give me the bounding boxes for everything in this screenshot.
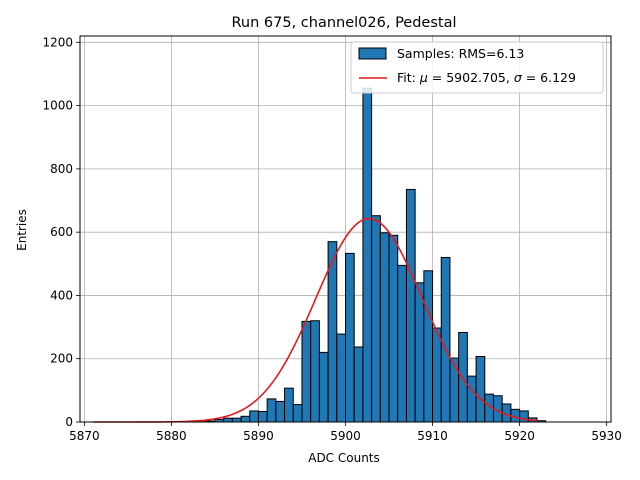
histogram-bar: [475, 356, 486, 423]
chart-title: Run 675, channel026, Pedestal: [231, 15, 456, 31]
histogram-bar: [397, 264, 407, 423]
histogram-bar: [249, 410, 259, 423]
y-tick-label: 1200: [42, 35, 73, 49]
histogram-bar: [275, 400, 286, 423]
histogram-bar: [240, 415, 251, 423]
histogram-bar: [257, 411, 268, 423]
y-axis-label: Entries: [15, 209, 29, 251]
y-tick-label: 0: [65, 415, 73, 429]
y-tick-label: 800: [50, 162, 73, 176]
legend-box: [350, 41, 604, 94]
y-tick-label: 1000: [42, 99, 73, 113]
y-tick-label: 400: [50, 288, 73, 302]
x-tick-label: 5910: [417, 429, 448, 443]
x-tick-label: 5890: [243, 429, 274, 443]
histogram-bar: [292, 404, 303, 423]
histogram-bar: [388, 234, 399, 423]
histogram-bar: [432, 327, 442, 423]
x-tick-label: 5880: [156, 429, 187, 443]
x-axis-ticks: 5870 5880 5890 5900 5910 5920 5930: [69, 422, 622, 443]
histogram-bar: [440, 256, 451, 423]
histogram-bar: [405, 188, 416, 423]
histogram-bar: [458, 331, 468, 423]
histogram-bar: [449, 357, 460, 423]
histogram-bar: [423, 270, 434, 423]
x-tick-label: 5930: [591, 429, 622, 443]
x-tick-label: 5870: [69, 429, 100, 443]
x-tick-label: 5900: [330, 429, 361, 443]
histogram-bars: [197, 87, 547, 423]
histogram-bar: [284, 387, 294, 423]
histogram-bar: [310, 320, 320, 423]
legend: Samples: RMS=6.13 Fit: μ = 5902.705, σ =…: [350, 41, 604, 94]
histogram-bar: [318, 351, 329, 423]
histogram-bar: [336, 333, 346, 423]
histogram-bar: [353, 346, 364, 423]
histogram-bar: [345, 252, 355, 423]
x-axis-label: ADC Counts: [308, 451, 380, 465]
histogram-bar: [466, 375, 477, 423]
histogram-bar: [301, 320, 312, 423]
histogram-bar: [223, 417, 233, 423]
y-tick-label: 200: [50, 352, 73, 366]
legend-samples-swatch: [358, 47, 387, 60]
histogram-bar: [519, 410, 529, 423]
legend-samples-label: Samples: RMS=6.13: [397, 46, 524, 61]
histogram-bar: [231, 417, 242, 423]
histogram-bar: [414, 282, 425, 423]
histogram-bar: [266, 398, 277, 423]
histogram-bar: [371, 215, 381, 423]
x-tick-label: 5920: [504, 429, 535, 443]
y-tick-label: 600: [50, 225, 73, 239]
y-axis-ticks: 0 200 400 600 800 1000 1200: [42, 35, 80, 429]
legend-fit-label: Fit: μ = 5902.705, σ = 6.129: [397, 70, 576, 85]
histogram-bar: [362, 87, 373, 423]
histogram-bar: [379, 232, 390, 423]
